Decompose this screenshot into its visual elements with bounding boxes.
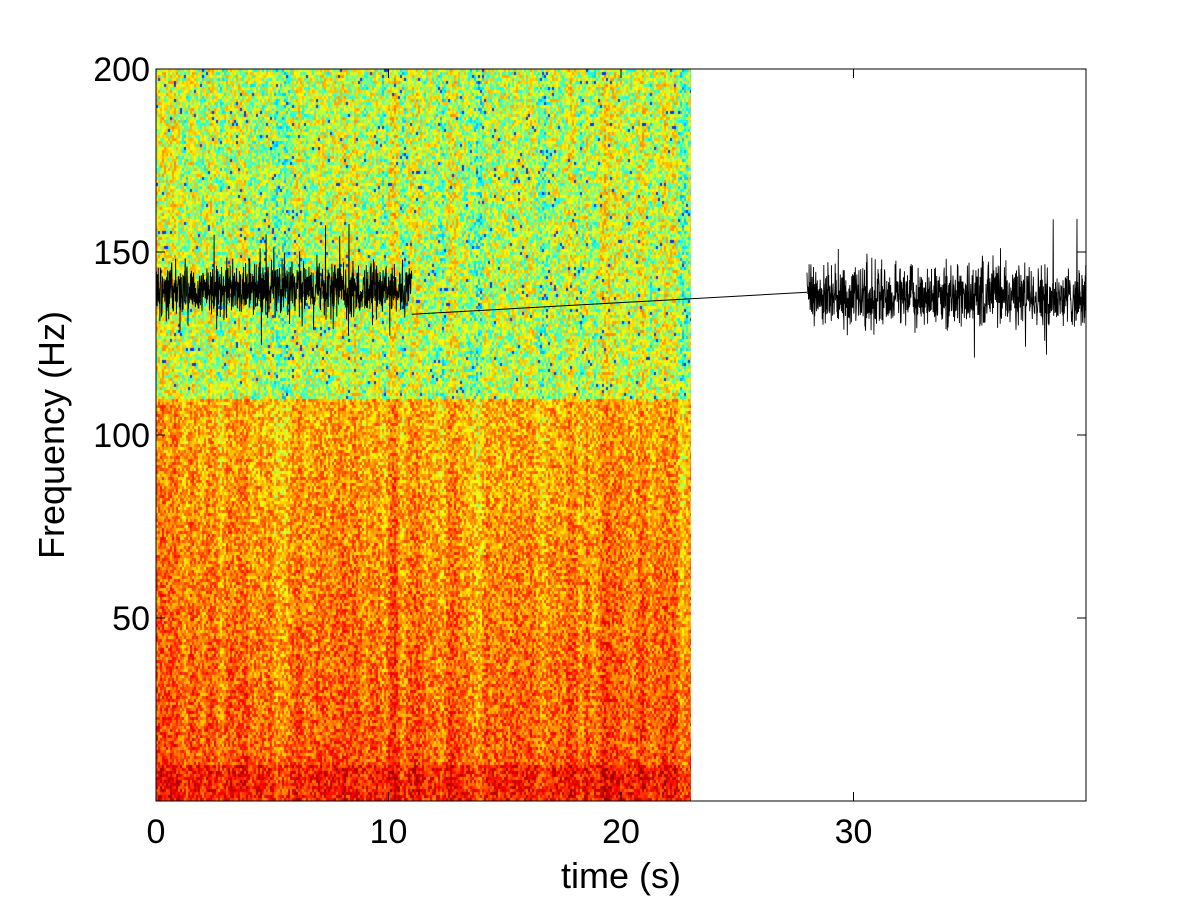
pitch-trace-segment-2 <box>806 218 1087 358</box>
y-tick-label: 100 <box>93 417 150 455</box>
x-tick-label: 10 <box>370 813 408 851</box>
x-tick-label: 0 <box>147 813 166 851</box>
y-tick-label: 150 <box>93 234 150 272</box>
y-tick-label: 50 <box>112 600 150 638</box>
y-tick-label: 200 <box>93 51 150 89</box>
pitch-trace-bridge <box>411 291 808 315</box>
axis-ticks: 0 10 20 30 50 100 150 200 <box>93 51 1086 851</box>
spectrogram-image <box>156 69 691 801</box>
pitch-trace <box>155 218 1087 358</box>
x-tick-label: 20 <box>602 813 640 851</box>
x-axis-label: time (s) <box>561 855 681 896</box>
y-axis-label: Frequency (Hz) <box>31 311 72 559</box>
x-tick-label: 30 <box>835 813 873 851</box>
spectrogram-heatmap <box>156 69 691 801</box>
pitch-trace-segment-1 <box>155 223 413 345</box>
